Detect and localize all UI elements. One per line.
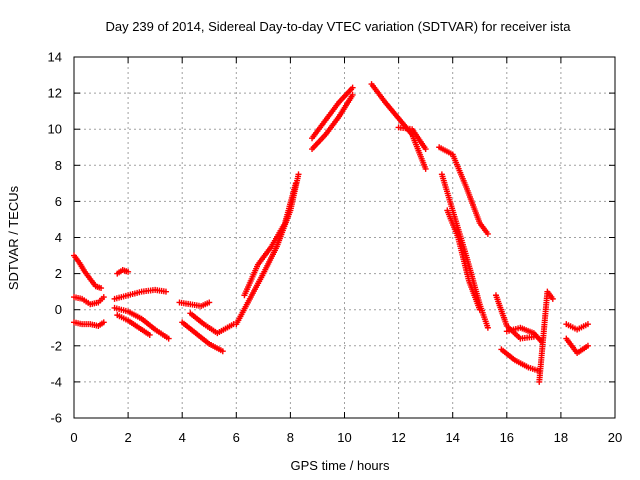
x-tick-label: 4 [179,430,186,445]
series-arc-j [187,310,237,337]
x-tick-label: 12 [391,430,405,445]
y-tick-label: 2 [55,266,62,281]
y-tick-label: 4 [55,230,62,245]
data-point [476,306,483,313]
data-point [292,180,299,187]
axis-ticks [73,56,616,419]
x-axis-label: GPS time / hours [291,458,390,473]
data-point [584,321,591,328]
y-axis-label: SDTVAR / TECUs [6,185,21,290]
x-tick-label: 8 [287,430,294,445]
series-arc-c [71,294,107,308]
series-arc-h [176,299,213,310]
data-point [484,324,491,331]
y-tick-label: 8 [55,158,62,173]
data-point [219,348,226,355]
y-tick-label: 6 [55,194,62,209]
series-arc-i [179,319,226,355]
series-arc-b [71,319,107,329]
data-point [422,165,429,172]
x-tick-label: 16 [500,430,514,445]
y-tick-labels: -6 -4 -2 0 2 4 6 8 10 12 14 [48,50,62,426]
data-point [162,288,169,295]
data-point [422,146,429,153]
series-arc-u [498,346,543,375]
data-point [295,171,302,178]
x-tick-labels: 0 2 4 6 8 10 12 14 16 18 20 [70,430,622,445]
y-tick-label: -4 [50,374,62,389]
series-arc-n [309,91,356,153]
y-tick-label: -6 [50,411,62,426]
x-tick-label: 0 [70,430,77,445]
series-arc-r [438,171,491,331]
series-arc-s [444,207,483,313]
series-arc-d [114,266,132,277]
y-tick-label: 0 [55,302,62,317]
series-arc-w [536,288,556,385]
series-arc-e [111,286,169,302]
x-tick-label: 18 [554,430,568,445]
y-tick-label: 10 [48,122,62,137]
x-tick-label: 6 [233,430,240,445]
data-point [549,295,556,302]
series-arc-l [241,180,299,299]
data-point [146,331,153,338]
series-arc-p [395,124,429,153]
data-point [100,294,107,301]
data-point [349,84,356,91]
series-arc-f [111,304,172,342]
data-point [584,342,591,349]
x-tick-label: 10 [337,430,351,445]
data-point [206,299,213,306]
data-points [71,81,591,385]
x-tick-label: 14 [445,430,459,445]
series-arc-m [309,84,356,142]
x-tick-label: 20 [608,430,622,445]
series-arc-y [563,335,591,357]
data-point [125,268,132,275]
y-tick-label: 12 [48,86,62,101]
series-arc-a [71,252,105,292]
y-tick-label: -2 [50,338,62,353]
series-arc-x [563,321,591,333]
data-point [165,335,172,342]
x-tick-label: 2 [124,430,131,445]
series-arc-q [436,144,491,237]
data-point [98,285,105,292]
data-point [484,230,491,237]
chart-title: Day 239 of 2014, Sidereal Day-to-day VTE… [105,19,571,34]
data-point [349,91,356,98]
series-arc-g [114,312,153,338]
data-point [100,319,107,326]
y-tick-label: 14 [48,50,62,65]
